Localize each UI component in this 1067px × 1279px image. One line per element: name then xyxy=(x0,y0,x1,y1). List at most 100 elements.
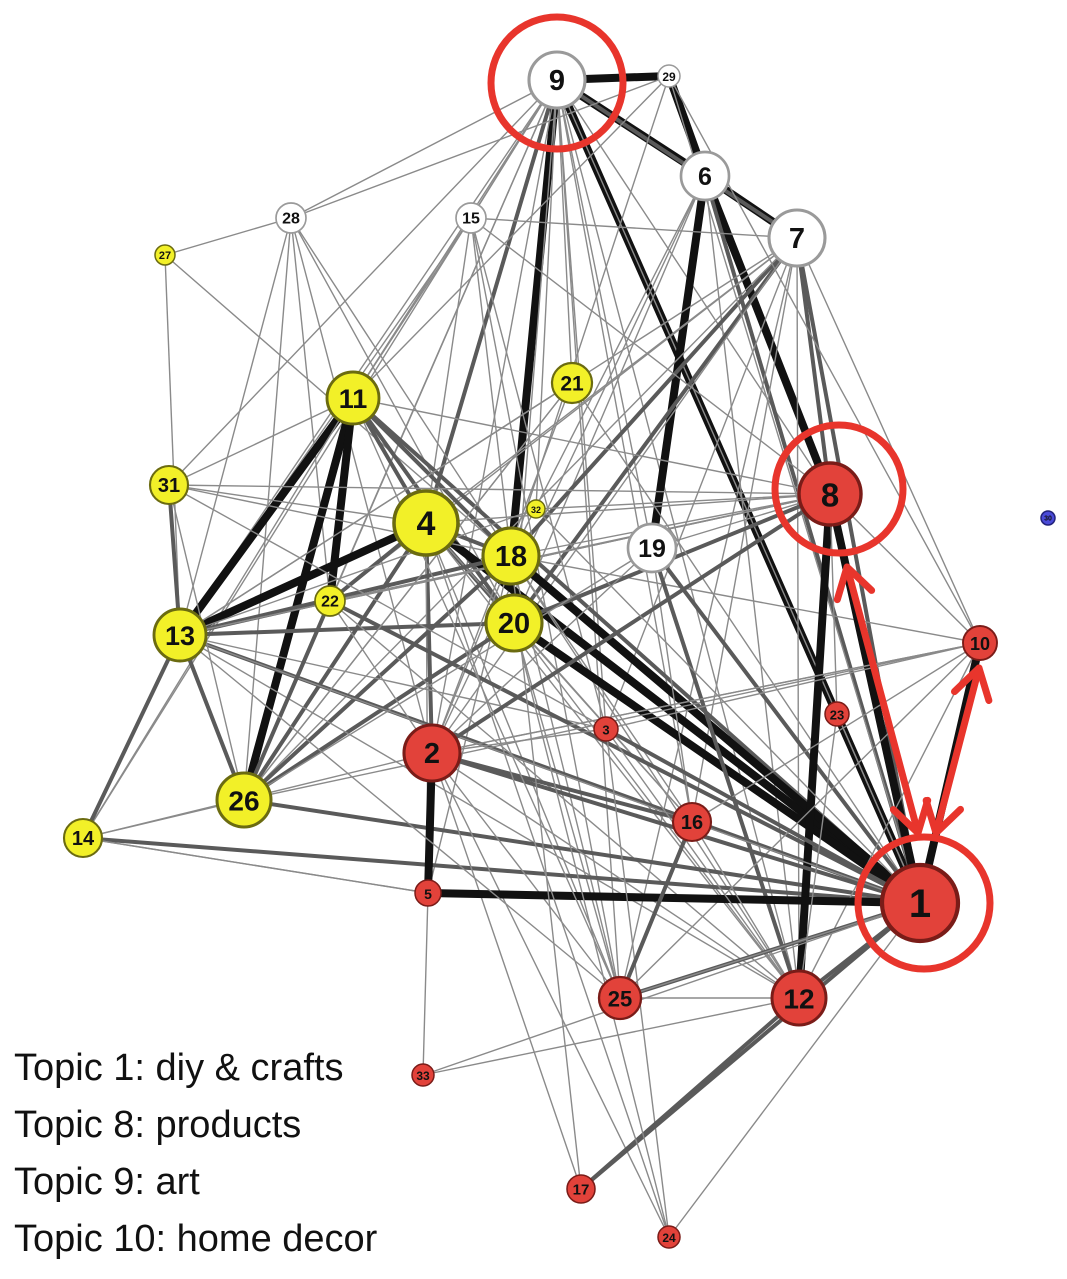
edge-2-24 xyxy=(431,752,670,1238)
edge-11-26 xyxy=(240,394,357,804)
node-circle xyxy=(411,1063,435,1087)
node-12: 12 xyxy=(770,969,828,1027)
edge-31-26 xyxy=(168,484,245,801)
node-circle xyxy=(481,526,541,586)
edge-4-31 xyxy=(168,484,427,524)
edge-20-12 xyxy=(513,622,800,999)
edge-9-28 xyxy=(290,79,558,219)
edge-9-7 xyxy=(555,78,799,240)
edge-13-26 xyxy=(178,633,246,802)
node-27: 27 xyxy=(154,244,176,266)
node-label: 25 xyxy=(608,987,632,1012)
edge-32-1 xyxy=(535,508,921,904)
edge-22-26 xyxy=(242,599,332,802)
edge-24-20 xyxy=(513,622,670,1238)
node-circle xyxy=(1040,510,1056,526)
node-circle xyxy=(527,50,587,110)
arrow-node-1-to-node-10 xyxy=(922,664,993,837)
node-circle xyxy=(679,150,731,202)
node-23: 23 xyxy=(824,701,850,727)
edge-10-3 xyxy=(605,642,981,730)
node-label: 23 xyxy=(830,708,844,723)
highlight-ring-node-1 xyxy=(854,833,994,973)
node-label: 30 xyxy=(1044,516,1052,523)
edge-9-8 xyxy=(556,79,831,495)
legend-line: Topic 9: art xyxy=(14,1161,200,1203)
edge-6-1 xyxy=(703,174,922,905)
node-label: 10 xyxy=(970,634,990,654)
edge-25-11 xyxy=(352,397,621,999)
node-18: 18 xyxy=(481,526,541,586)
node-circle xyxy=(626,522,678,574)
node-label: 11 xyxy=(339,384,368,414)
node-17: 17 xyxy=(566,1174,596,1204)
edge-16-12 xyxy=(691,821,800,999)
node-label: 31 xyxy=(158,475,180,497)
edge-18-16 xyxy=(510,555,693,823)
node-29: 29 xyxy=(657,64,681,88)
edge-7-18 xyxy=(509,236,799,558)
node-28: 28 xyxy=(275,202,307,234)
node-label: 4 xyxy=(417,505,436,543)
node-11: 11 xyxy=(325,370,381,426)
edge-11-18 xyxy=(351,396,513,558)
node-label: 33 xyxy=(416,1069,430,1083)
node-label: 14 xyxy=(72,828,95,850)
edge-28-22 xyxy=(290,217,331,602)
node-label: 3 xyxy=(602,723,609,738)
edge-13-3 xyxy=(179,634,607,730)
node-5: 5 xyxy=(414,879,442,907)
node-19: 19 xyxy=(626,522,678,574)
edge-19-16 xyxy=(651,547,693,823)
node-circle xyxy=(392,489,460,557)
node-circle xyxy=(797,461,863,527)
node-circle xyxy=(314,585,346,617)
node-label: 15 xyxy=(462,211,480,228)
node-label: 17 xyxy=(573,1182,590,1199)
node-circle xyxy=(526,499,546,519)
edge-6-19 xyxy=(648,172,709,552)
node-20: 20 xyxy=(484,593,544,653)
edge-7-2 xyxy=(431,237,798,754)
node-label: 19 xyxy=(638,535,666,563)
edge-20-1 xyxy=(510,619,924,907)
edge-18-12 xyxy=(510,555,800,999)
edge-28-2 xyxy=(290,217,433,754)
node-circle xyxy=(455,202,487,234)
edge-16-25 xyxy=(618,820,694,1000)
edge-9-25 xyxy=(556,79,621,999)
edge-4-26 xyxy=(242,521,428,802)
edge-8-23 xyxy=(829,493,838,715)
node-circle xyxy=(593,716,619,742)
edge-11-13 xyxy=(176,394,357,639)
edge-8-10 xyxy=(829,493,981,644)
node-circle xyxy=(767,208,827,268)
node-circle xyxy=(879,862,961,944)
edge-9-31 xyxy=(168,79,558,486)
edge-2-10 xyxy=(431,642,981,754)
node-6: 6 xyxy=(679,150,731,202)
node-circle xyxy=(275,202,307,234)
node-3: 3 xyxy=(593,716,619,742)
edge-10-12 xyxy=(798,642,981,999)
edge-28-18 xyxy=(290,217,512,557)
edge-29-28 xyxy=(290,75,670,219)
edge-33-12 xyxy=(422,997,800,1076)
edge-3-1 xyxy=(604,727,922,905)
edge-18-31 xyxy=(168,484,512,557)
edge-19-2 xyxy=(431,547,653,754)
edge-28-27 xyxy=(164,217,292,256)
node-circle xyxy=(824,701,850,727)
edge-26-19 xyxy=(243,547,653,801)
highlight-ring-node-9 xyxy=(487,13,627,153)
node-label: 8 xyxy=(821,477,839,514)
edge-17-18 xyxy=(510,555,582,1190)
edge-1-33 xyxy=(422,902,921,1076)
node-circle xyxy=(402,723,462,783)
edge-2-25 xyxy=(431,752,621,999)
node-circle xyxy=(414,879,442,907)
edge-7-12 xyxy=(796,237,800,999)
legend-line: Topic 1: diy & crafts xyxy=(14,1047,344,1089)
edge-12-23 xyxy=(798,713,838,999)
